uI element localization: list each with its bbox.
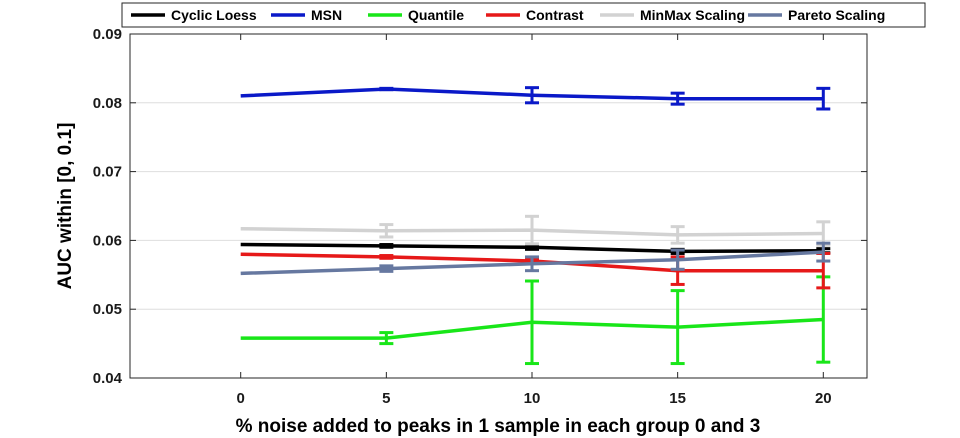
x-tick-label: 5 xyxy=(382,390,390,407)
axis-ticks xyxy=(130,33,867,379)
grid-lines xyxy=(130,102,867,310)
legend-item: Contrast xyxy=(486,7,584,23)
plot-background xyxy=(130,34,867,378)
legend-item: MinMax Scaling xyxy=(600,7,745,23)
y-tick-label: 0.08 xyxy=(93,95,122,112)
legend-label: Quantile xyxy=(408,7,464,23)
legend-label: Contrast xyxy=(526,7,584,23)
series-pareto-scaling xyxy=(240,241,831,276)
legend-label: Pareto Scaling xyxy=(788,7,885,23)
x-tick-label: 10 xyxy=(524,390,541,407)
series-quantile xyxy=(240,275,831,366)
legend-label: MSN xyxy=(311,7,342,23)
x-axis-title: % noise added to peaks in 1 sample in ea… xyxy=(236,416,761,437)
tick-labels: 0.04 0.05 0.06 0.07 0.08 0.09 0 5 10 15 20 xyxy=(93,26,832,407)
legend-label: MinMax Scaling xyxy=(640,7,745,23)
legend-item: MSN xyxy=(271,7,342,23)
y-tick-label: 0.09 xyxy=(93,26,122,43)
y-axis-title: AUC within [0, 0.1] xyxy=(55,123,76,290)
y-tick-label: 0.05 xyxy=(93,301,122,318)
x-tick-label: 15 xyxy=(669,390,686,407)
y-tick-label: 0.07 xyxy=(93,164,122,181)
legend-item: Cyclic Loess xyxy=(131,7,257,23)
legend-label: Cyclic Loess xyxy=(171,7,257,23)
plot-frame xyxy=(129,33,868,379)
y-tick-label: 0.04 xyxy=(93,370,123,387)
x-tick-label: 0 xyxy=(237,390,245,407)
y-tick-label: 0.06 xyxy=(93,232,122,249)
legend-item: Pareto Scaling xyxy=(748,7,885,23)
series-lines xyxy=(240,86,831,366)
legend: Cyclic Loess MSN Quantile Contrast MinMax Sc… xyxy=(121,2,926,28)
legend-item: Quantile xyxy=(368,7,464,23)
series-msn xyxy=(240,86,831,111)
x-tick-label: 20 xyxy=(815,390,832,407)
legend-box xyxy=(121,2,926,28)
series-minmax-scaling xyxy=(240,214,831,247)
